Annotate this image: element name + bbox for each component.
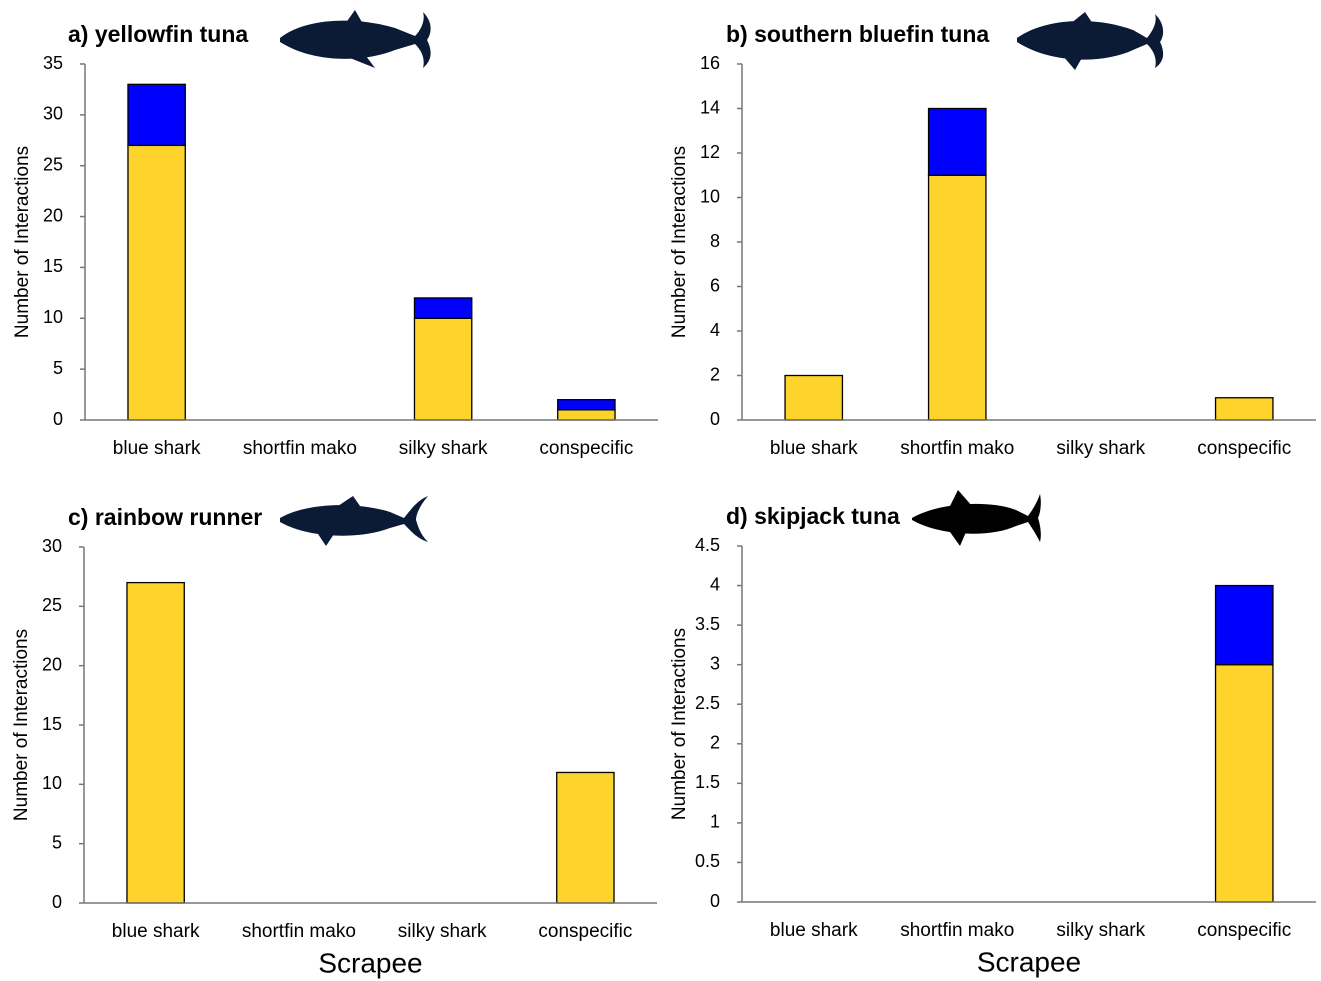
x-tick-label: silky shark [399, 438, 488, 459]
bar-segment [128, 84, 185, 145]
y-tick-label: 5 [53, 358, 63, 378]
y-axis-label: Number of Interactions [669, 628, 690, 820]
y-tick-label: 12 [700, 142, 720, 162]
y-tick-label: 30 [43, 104, 63, 124]
fish-icon [280, 496, 428, 546]
x-tick-label: conspecific [539, 438, 633, 459]
bar-segment [929, 109, 986, 176]
bar-segment [1216, 586, 1273, 665]
y-tick-label: 0 [52, 892, 62, 912]
y-tick-label: 16 [700, 53, 720, 73]
y-axis-label: Number of Interactions [12, 146, 33, 338]
bar-segment [785, 376, 842, 421]
bar-segment [1216, 398, 1273, 420]
x-tick-label: silky shark [398, 921, 487, 942]
y-tick-label: 0.5 [695, 851, 720, 871]
x-axis-label: Scrapee [977, 946, 1081, 977]
y-tick-label: 8 [710, 231, 720, 251]
y-tick-label: 35 [43, 53, 63, 73]
y-tick-label: 30 [42, 536, 62, 556]
y-tick-label: 25 [42, 595, 62, 615]
y-tick-label: 3 [710, 653, 720, 673]
y-tick-label: 20 [42, 654, 62, 674]
y-tick-label: 20 [43, 205, 63, 225]
y-tick-label: 15 [42, 714, 62, 734]
fish-icon [1017, 12, 1163, 70]
y-tick-label: 4.5 [695, 535, 720, 555]
y-tick-label: 5 [52, 832, 62, 852]
y-tick-label: 10 [700, 186, 720, 206]
bar-segment [929, 175, 986, 420]
x-tick-label: shortfin mako [900, 920, 1014, 941]
fish-icon [280, 10, 431, 68]
x-tick-label: silky shark [1056, 438, 1145, 459]
x-tick-label: shortfin mako [900, 438, 1014, 459]
chart-title: d) skipjack tuna [726, 503, 900, 529]
y-tick-label: 2 [710, 364, 720, 384]
bar-segment [1216, 665, 1273, 902]
fish-icon [912, 490, 1041, 546]
x-tick-label: blue shark [770, 920, 858, 941]
x-tick-label: silky shark [1056, 920, 1145, 941]
x-axis-label: Scrapee [318, 947, 422, 978]
bar-segment [558, 410, 615, 420]
x-tick-label: conspecific [1197, 920, 1291, 941]
bar-segment [414, 318, 471, 420]
y-tick-label: 2 [710, 733, 720, 753]
y-tick-label: 0 [710, 409, 720, 429]
y-tick-label: 14 [700, 97, 720, 117]
y-tick-label: 4 [710, 320, 720, 340]
bar-segment [128, 145, 185, 420]
x-tick-label: blue shark [113, 438, 201, 459]
chart-title: c) rainbow runner [68, 504, 262, 530]
chart-title: a) yellowfin tuna [68, 21, 248, 47]
y-tick-label: 15 [43, 256, 63, 276]
y-axis-label: Number of Interactions [11, 629, 32, 821]
bar-segment [414, 298, 471, 318]
y-tick-label: 25 [43, 154, 63, 174]
y-tick-label: 4 [710, 574, 720, 594]
y-tick-label: 6 [710, 275, 720, 295]
chart-title: b) southern bluefin tuna [726, 21, 989, 47]
x-tick-label: blue shark [112, 921, 200, 942]
figure: a) yellowfin tuna Number of Interactions 0… [0, 0, 1321, 981]
y-tick-label: 1.5 [695, 772, 720, 792]
x-tick-label: conspecific [1197, 438, 1291, 459]
y-tick-label: 0 [710, 891, 720, 911]
y-tick-label: 10 [43, 307, 63, 327]
bar-segment [557, 772, 614, 903]
y-tick-label: 3.5 [695, 614, 720, 634]
y-tick-label: 1 [710, 812, 720, 832]
y-axis-label: Number of Interactions [669, 146, 690, 338]
x-tick-label: conspecific [538, 921, 632, 942]
bar-segment [558, 400, 615, 410]
x-tick-label: blue shark [770, 438, 858, 459]
y-tick-label: 0 [53, 409, 63, 429]
y-tick-label: 10 [42, 773, 62, 793]
x-tick-label: shortfin mako [243, 438, 357, 459]
y-tick-label: 2.5 [695, 693, 720, 713]
x-tick-label: shortfin mako [242, 921, 356, 942]
bar-segment [127, 583, 184, 903]
